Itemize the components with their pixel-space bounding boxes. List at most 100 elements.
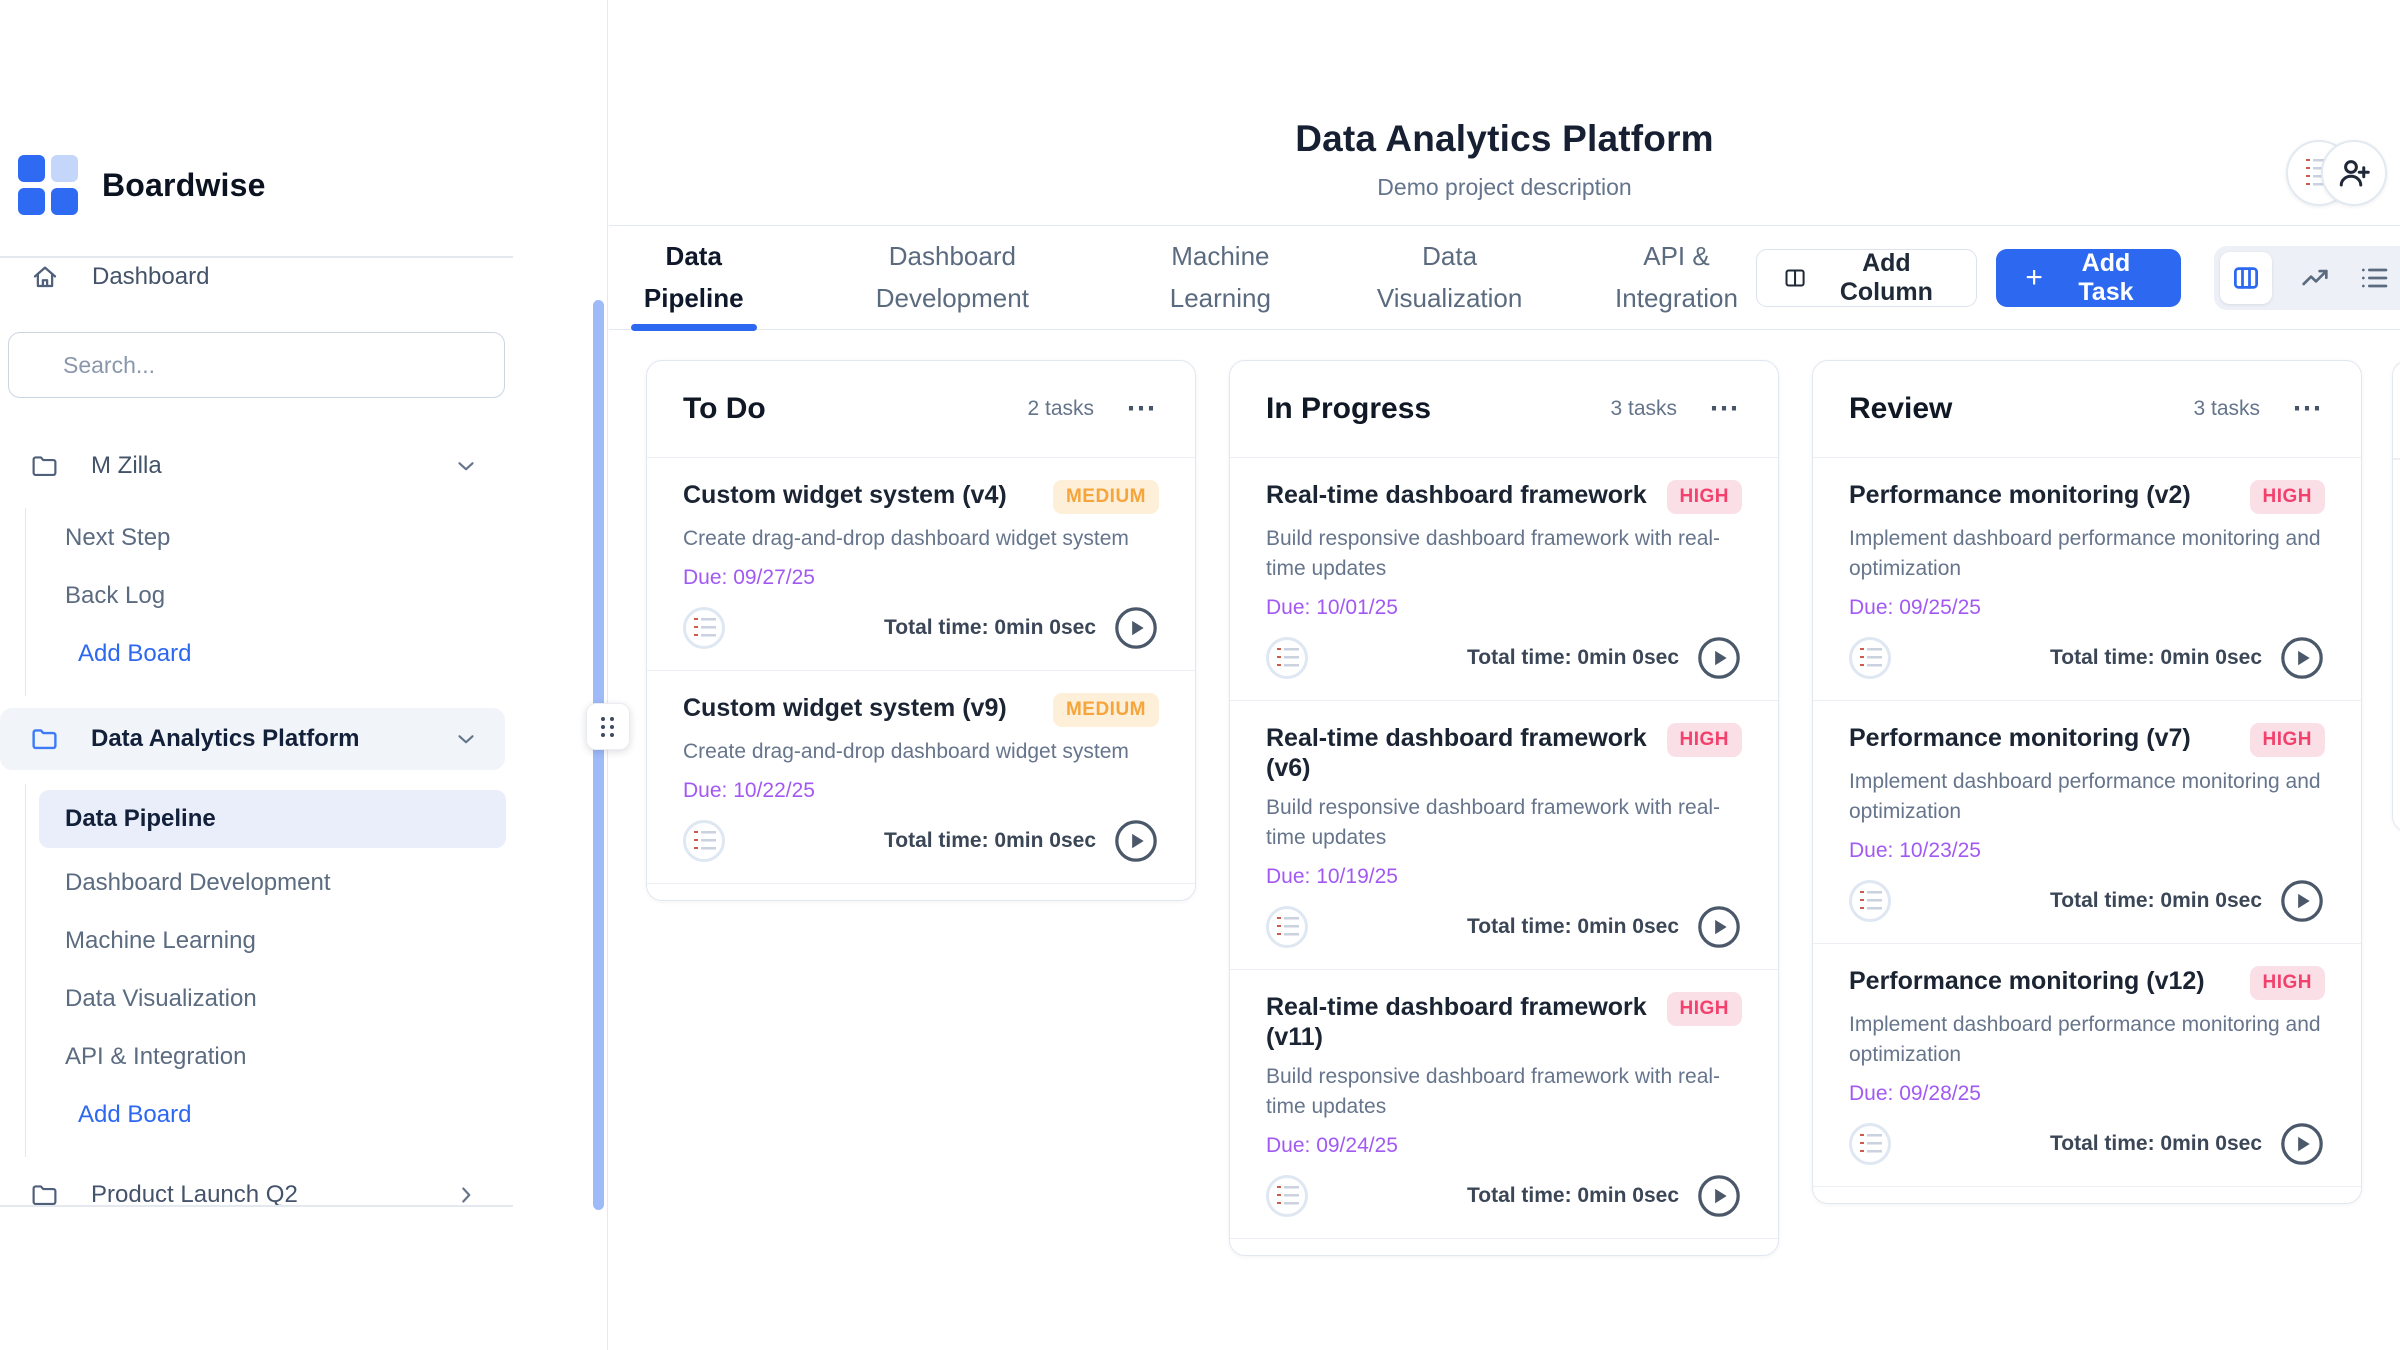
start-timer-button[interactable] <box>2279 1121 2325 1167</box>
priority-badge: MEDIUM <box>1052 480 1159 514</box>
logo-square <box>51 155 78 182</box>
sidebar-nav: Dashboard M Zilla Next Step Back Log Add… <box>0 249 607 1223</box>
board-label: Data Visualization <box>65 984 257 1012</box>
task-card[interactable]: Performance monitoring (v12) HIGH Implem… <box>1813 944 2361 1187</box>
start-timer-button[interactable] <box>2279 878 2325 924</box>
sidebar-board-next-step[interactable]: Next Step <box>26 514 607 561</box>
sidebar-board-machine-learning[interactable]: Machine Learning <box>26 917 607 964</box>
task-title: Performance monitoring (v12) <box>1849 967 2205 995</box>
boardwise-logo-icon <box>18 155 78 215</box>
start-timer-button[interactable] <box>1696 1173 1742 1219</box>
add-board-label: Add Board <box>78 1100 192 1128</box>
task-title: Real-time dashboard framework <box>1266 481 1647 509</box>
kanban-view-icon <box>2234 266 2258 289</box>
logo-square <box>18 155 45 182</box>
assignee-avatar[interactable] <box>1266 1175 1308 1217</box>
sidebar-project-m-zilla[interactable]: M Zilla <box>0 438 505 494</box>
project-label: Product Launch Q2 <box>91 1181 298 1208</box>
column-menu-button[interactable]: ⋯ <box>2292 392 2323 425</box>
column-menu-button[interactable]: ⋯ <box>1126 392 1157 425</box>
task-total-time: Total time: 0min 0sec <box>1466 646 1679 669</box>
priority-badge: HIGH <box>2249 480 2325 514</box>
column-menu-button[interactable]: ⋯ <box>1709 392 1740 425</box>
task-card[interactable]: Real-time dashboard framework (v6) HIGH … <box>1230 701 1778 970</box>
avatar-thumbnail-icon <box>1275 644 1299 672</box>
tab-dashboard-development[interactable]: Dashboard Development <box>851 226 1053 329</box>
assignee-avatar[interactable] <box>1266 637 1308 679</box>
sidebar-resize-handle[interactable] <box>586 703 630 750</box>
invite-member-button[interactable] <box>2321 140 2387 206</box>
tab-data-visualization[interactable]: Data Visualization <box>1367 226 1531 329</box>
search-input[interactable] <box>9 333 504 397</box>
task-due-date: Due: 09/27/25 <box>683 566 815 589</box>
task-total-time: Total time: 0min 0sec <box>883 829 1096 852</box>
start-timer-button[interactable] <box>2279 635 2325 681</box>
play-icon <box>1698 906 1740 948</box>
list-view-button[interactable] <box>2358 262 2390 294</box>
task-card[interactable]: Real-time dashboard framework (v11) HIGH… <box>1230 970 1778 1239</box>
assignee-avatar[interactable] <box>1849 880 1891 922</box>
header-actions <box>2286 140 2387 206</box>
board-tabs-bar: Data Pipeline Dashboard Development Mach… <box>609 225 2400 330</box>
project-header: Data Analytics Platform Demo project des… <box>609 0 2400 225</box>
task-due-date: Due: 10/01/25 <box>1266 596 1398 619</box>
play-icon <box>1698 637 1740 679</box>
avatar-thumbnail-icon <box>1858 1130 1882 1158</box>
sidebar-scrollbar[interactable] <box>593 300 604 1210</box>
sidebar-header: Boardwise <box>0 0 607 220</box>
assignee-avatar[interactable] <box>1849 1123 1891 1165</box>
page-title: Data Analytics Platform <box>1295 118 1714 159</box>
avatar-thumbnail-icon <box>1858 887 1882 915</box>
logo-square <box>18 188 45 215</box>
task-description: Build responsive dashboard framework wit… <box>1266 1065 1721 1118</box>
task-card[interactable]: Custom widget system (v4) MEDIUM Create … <box>647 458 1195 671</box>
sidebar-board-data-visualization[interactable]: Data Visualization <box>26 975 607 1022</box>
home-icon <box>33 266 57 288</box>
task-title: Performance monitoring (v2) <box>1849 481 2191 509</box>
assignee-avatar[interactable] <box>1849 637 1891 679</box>
tab-machine-learning[interactable]: Machine Learning <box>1138 226 1302 329</box>
task-card[interactable]: Performance monitoring (v7) HIGH Impleme… <box>1813 701 2361 944</box>
sidebar-board-data-pipeline[interactable]: Data Pipeline <box>39 790 506 848</box>
add-task-button[interactable]: + Add Task <box>1996 248 2181 307</box>
tab-data-pipeline[interactable]: Data Pipeline <box>621 226 766 329</box>
sidebar-project-product-launch-q2[interactable]: Product Launch Q2 <box>0 1167 505 1223</box>
add-column-label: Add Column <box>1839 248 1933 306</box>
add-column-button[interactable]: Add Column <box>1756 248 1978 307</box>
task-card[interactable]: Performance monitoring (v2) HIGH Impleme… <box>1813 458 2361 701</box>
assignee-avatar[interactable] <box>683 607 725 649</box>
kanban-view-button[interactable] <box>2220 251 2272 304</box>
task-due-date: Due: 10/23/25 <box>1849 839 1981 862</box>
task-title: Performance monitoring (v7) <box>1849 724 2191 752</box>
sidebar-board-dashboard-development[interactable]: Dashboard Development <box>26 859 607 906</box>
tab-label: Machine Learning <box>1169 240 1271 313</box>
folder-icon <box>32 455 57 476</box>
task-title: Real-time dashboard framework (v11) <box>1266 993 1647 1051</box>
assignee-avatar[interactable] <box>1266 906 1308 948</box>
task-description: Implement dashboard performance monitori… <box>1849 527 2321 580</box>
add-board-button[interactable]: Add Board <box>26 1091 607 1138</box>
task-description: Build responsive dashboard framework wit… <box>1266 527 1721 580</box>
avatar-thumbnail-icon <box>1275 913 1299 941</box>
assignee-avatar[interactable] <box>683 820 725 862</box>
sidebar-item-dashboard[interactable]: Dashboard <box>0 249 505 305</box>
sidebar-project-data-analytics-platform[interactable]: Data Analytics Platform <box>0 708 505 770</box>
task-due-date: Due: 09/25/25 <box>1849 596 1981 619</box>
task-card[interactable]: Custom widget system (v9) MEDIUM Create … <box>647 671 1195 884</box>
timeline-view-button[interactable] <box>2299 262 2331 294</box>
chevron-down-icon <box>458 462 474 471</box>
start-timer-button[interactable] <box>1113 605 1159 651</box>
start-timer-button[interactable] <box>1696 635 1742 681</box>
columns-icon <box>1785 268 1805 287</box>
task-due-date: Due: 09/28/25 <box>1849 1082 1981 1105</box>
column-task-count: 3 tasks <box>2193 397 2260 420</box>
start-timer-button[interactable] <box>1696 904 1742 950</box>
column-title: In Progress <box>1266 392 1432 425</box>
board-label: Next Step <box>65 523 171 551</box>
sidebar-board-api-integration[interactable]: API & Integration <box>26 1033 607 1080</box>
add-board-button[interactable]: Add Board <box>26 630 607 677</box>
start-timer-button[interactable] <box>1113 818 1159 864</box>
tab-api-integration[interactable]: API & Integration <box>1597 226 1757 329</box>
sidebar-board-back-log[interactable]: Back Log <box>26 572 607 619</box>
task-card[interactable]: Real-time dashboard framework HIGH Build… <box>1230 458 1778 701</box>
